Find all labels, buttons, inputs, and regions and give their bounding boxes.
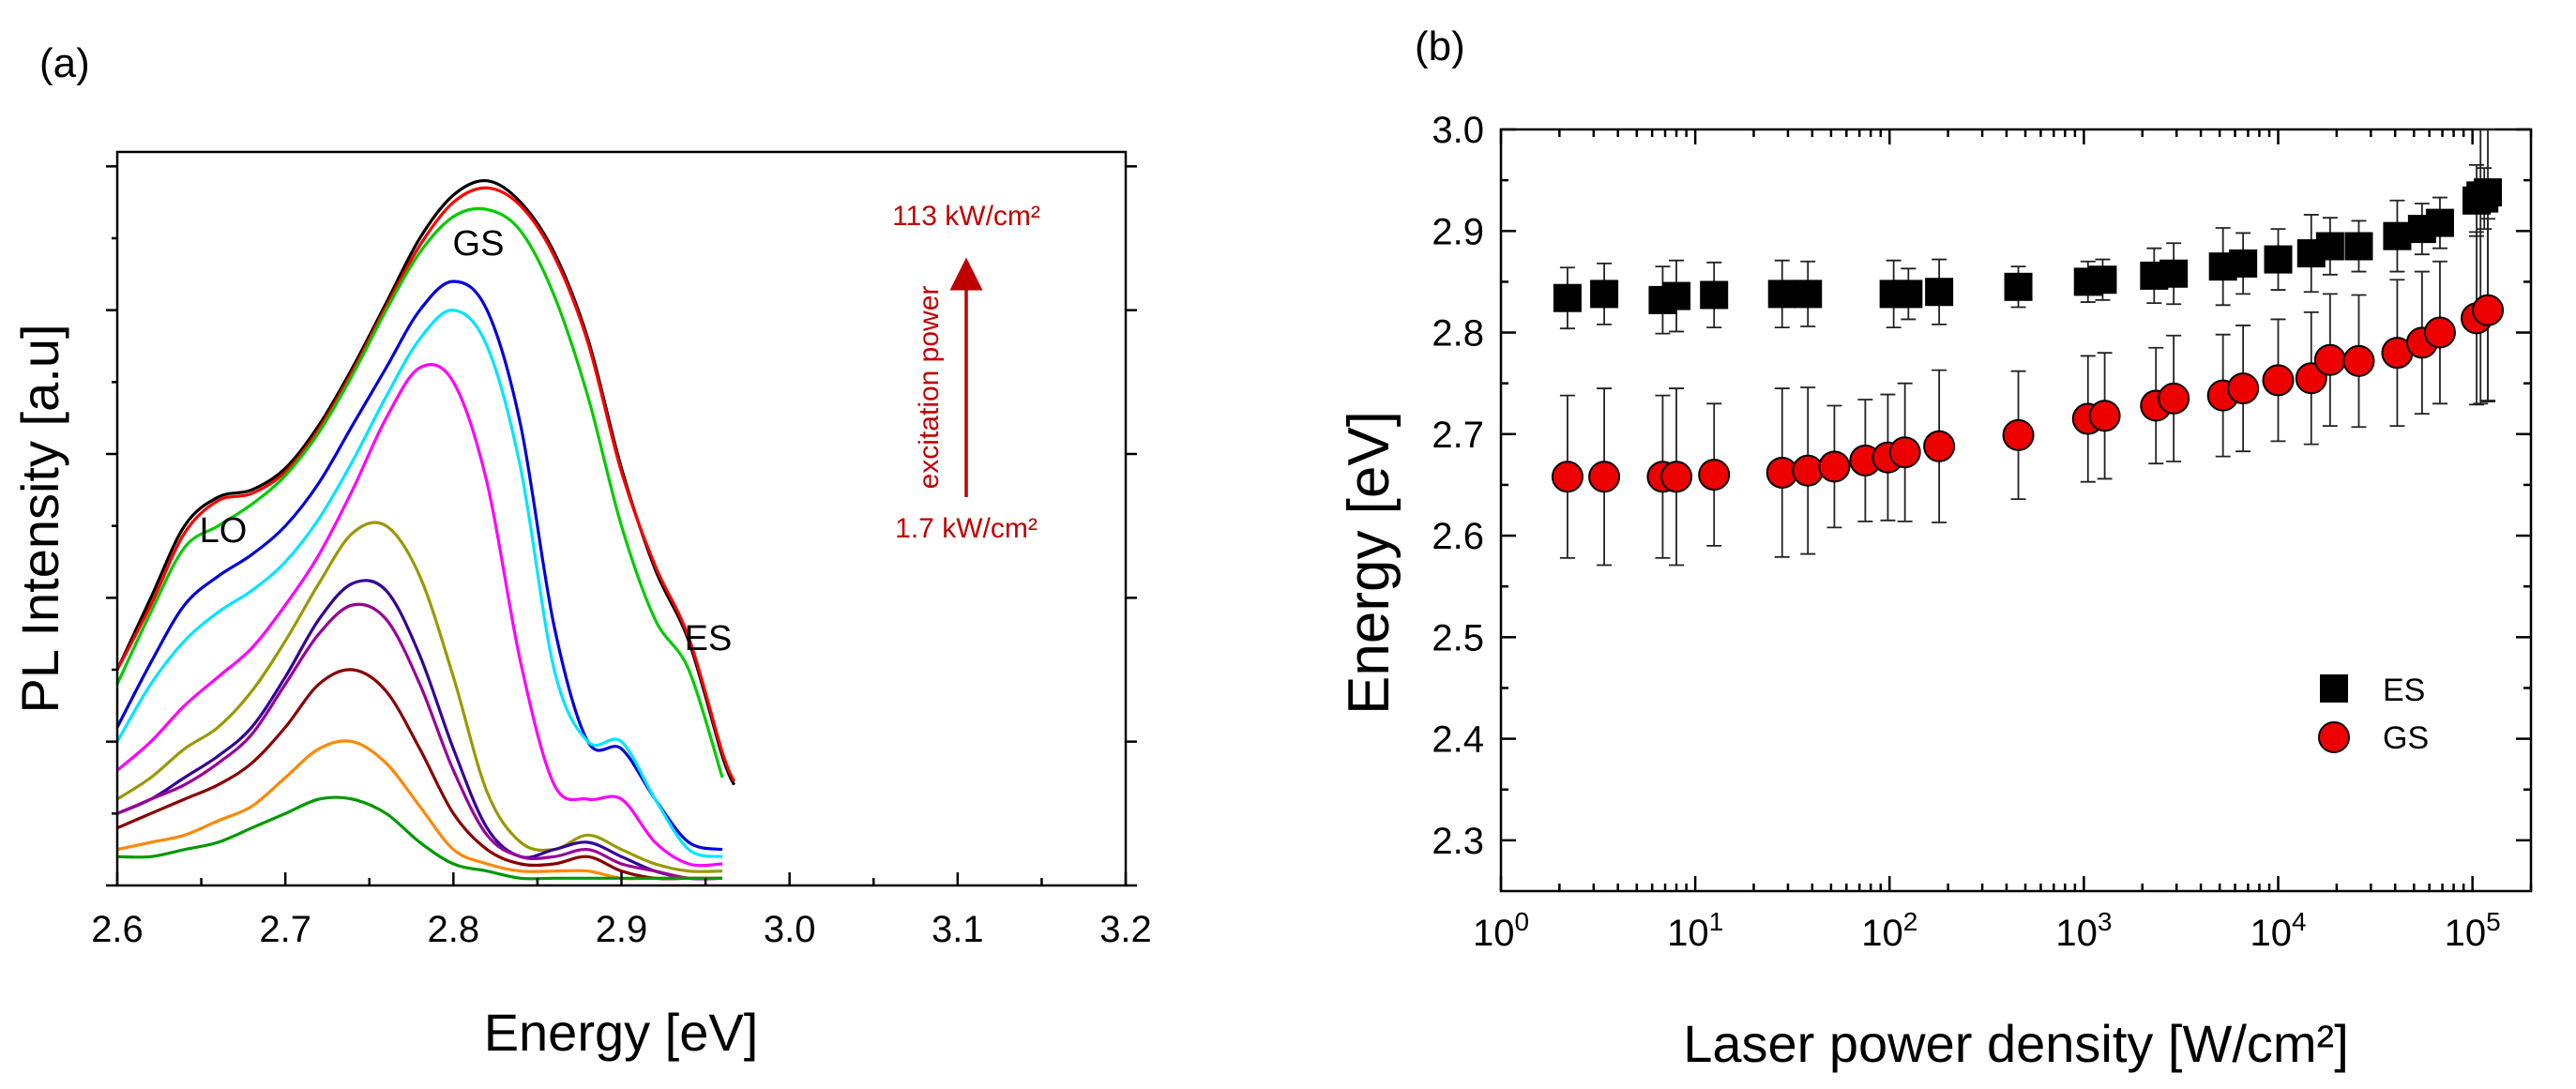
- es-data-point: [2088, 265, 2117, 295]
- pl-spectrum-line-7: [116, 521, 723, 873]
- panel-b-x-tick-label: 105: [2445, 907, 2501, 954]
- pl-spectrum-line-3: [115, 206, 724, 779]
- pl-spectrum-line-8: [116, 579, 723, 881]
- es-data-point: [2474, 178, 2503, 207]
- legend: ES GS: [2318, 673, 2429, 756]
- panel-a-y-axis-title: PL Intensity [a.u]: [10, 324, 69, 713]
- panel-b-y-axis-title: Energy [eV]: [1337, 411, 1402, 715]
- excitation-power-label: excitation power: [914, 286, 945, 490]
- pl-spectrum-line-2: [115, 186, 735, 782]
- es-data-point: [2264, 245, 2293, 274]
- panel-b-y-tick-label: 2.6: [1432, 516, 1484, 557]
- gs-annotation: GS: [453, 224, 505, 264]
- panel-a-x-axis-title: Energy [eV]: [484, 1003, 759, 1062]
- legend-gs-marker: [2318, 721, 2350, 753]
- legend-es-marker: [2320, 674, 2348, 703]
- panel-a-x-tick-label: 3.1: [932, 909, 984, 950]
- power-low-label: 1.7 kW/cm²: [895, 513, 1038, 544]
- gs-data-point: [2227, 372, 2260, 405]
- gs-data-point: [1888, 436, 1921, 469]
- panel-a-label: (a): [39, 40, 90, 86]
- gs-data-point: [2002, 418, 2035, 451]
- panel-b-x-tick-label: 100: [1473, 907, 1529, 954]
- gs-data-point: [2262, 364, 2295, 397]
- gs-data-point: [2313, 343, 2346, 376]
- gs-data-point: [1818, 450, 1851, 483]
- panel-b-y-tick-label: 2.5: [1432, 617, 1484, 658]
- es-data-point: [1925, 278, 1954, 307]
- es-data-point: [1662, 281, 1691, 310]
- gs-data-point: [2158, 382, 2190, 415]
- gs-data-point: [2423, 316, 2456, 349]
- panel-b-x-tick-label: 104: [2250, 907, 2306, 954]
- gs-data-point: [2088, 400, 2121, 432]
- es-data-point: [1590, 280, 1619, 309]
- panel-a: (a) 2.6 2.7 2.8 2.9 3.0 3.1 3.2 Energy [eV] PL…: [10, 40, 1152, 1062]
- es-data-point: [1894, 280, 1923, 309]
- es-data-point: [1794, 280, 1823, 309]
- gs-data-point: [1588, 461, 1621, 493]
- panel-a-y-ticks: [106, 165, 1137, 887]
- panel-a-x-tick-label: 3.0: [764, 909, 816, 950]
- power-high-label: 113 kW/cm²: [892, 201, 1040, 232]
- pl-spectrum-line-5: [115, 309, 723, 858]
- panel-b-x-ticks: 100 101 102 103 104 105: [1473, 129, 2533, 954]
- panel-a-x-tick-label: 3.2: [1099, 909, 1152, 950]
- panel-b-x-tick-label: 102: [1861, 907, 1917, 954]
- es-data-point: [1553, 283, 1582, 312]
- es-annotation: ES: [685, 619, 733, 658]
- panel-b-y-tick-label: 2.7: [1432, 415, 1484, 456]
- es-data-point: [2159, 259, 2189, 288]
- panel-b-y-tick-label: 3.0: [1432, 110, 1484, 151]
- panel-b-y-ticks: 2.3 2.4 2.5 2.6 2.7 2.8 2.9 3.0: [1432, 110, 2531, 862]
- gs-data-point: [1923, 430, 1956, 462]
- panel-b: (b) 100 101 102 103 104 105 2.32.42.52.62.72.…: [1337, 23, 2533, 1073]
- panel-b-plot-area: [1551, 129, 2505, 567]
- gs-data-point: [1551, 461, 1583, 493]
- es-data-point: [2315, 232, 2344, 261]
- panel-b-y-tick-label: 2.4: [1432, 719, 1484, 761]
- es-data-point: [2344, 232, 2373, 261]
- panel-a-x-ticks: 2.6 2.7 2.8 2.9 3.0 3.1 3.2: [91, 872, 1152, 950]
- panel-b-x-axis-title: Laser power density [W/cm²]: [1683, 1014, 2349, 1073]
- es-data-point: [2004, 272, 2033, 301]
- panel-b-label: (b): [1415, 23, 1465, 69]
- gs-data-point: [1660, 461, 1693, 493]
- panel-a-x-tick-label: 2.8: [428, 909, 480, 950]
- legend-es-label: ES: [2383, 673, 2425, 708]
- pl-spectrum-line-4: [115, 280, 723, 852]
- panel-a-x-tick-label: 2.9: [596, 909, 648, 950]
- panel-a-x-tick-label: 2.6: [91, 909, 144, 950]
- es-data-point: [2383, 221, 2412, 250]
- pl-spectrum-line-6: [115, 363, 723, 868]
- panel-b-y-tick-label: 2.8: [1432, 313, 1484, 355]
- gs-data-point: [2472, 294, 2505, 326]
- gs-data-point: [1698, 459, 1731, 492]
- gs-data-point: [1792, 454, 1825, 487]
- panel-a-x-tick-label: 2.7: [259, 909, 311, 950]
- legend-gs-label: GS: [2383, 720, 2429, 756]
- panel-b-x-tick-label: 103: [2055, 907, 2112, 954]
- panel-b-x-tick-label: 101: [1667, 907, 1723, 954]
- es-data-point: [2425, 208, 2454, 237]
- gs-data-point: [2342, 344, 2375, 377]
- es-data-point: [2229, 249, 2258, 278]
- panel-b-y-tick-label: 2.9: [1432, 211, 1484, 252]
- lo-annotation: LO: [200, 511, 248, 551]
- pl-spectrum-line-10: [116, 668, 722, 881]
- es-data-point: [1767, 280, 1796, 309]
- panel-b-y-tick-label: 2.3: [1432, 821, 1484, 862]
- panel-b-frame: [1499, 128, 2533, 893]
- pl-spectrum-line-9: [116, 602, 723, 881]
- es-data-point: [1700, 280, 1729, 310]
